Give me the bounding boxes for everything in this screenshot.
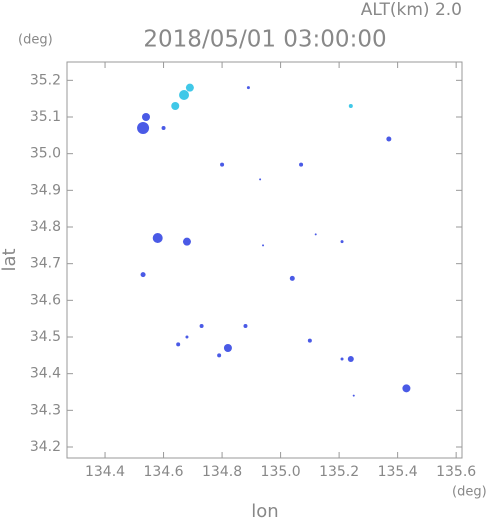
echo-cell bbox=[161, 126, 166, 130]
x-axis-label: lon bbox=[251, 501, 278, 521]
altitude-label: ALT(km) 2.0 bbox=[361, 0, 462, 20]
echo-cell bbox=[185, 335, 189, 339]
echo-cell bbox=[182, 237, 191, 246]
echo-cell bbox=[348, 104, 353, 108]
echo-cell bbox=[262, 244, 265, 247]
echo-cell bbox=[171, 102, 180, 110]
echo-cell bbox=[199, 324, 204, 328]
echo-cell bbox=[140, 272, 146, 278]
echo-cell bbox=[352, 394, 355, 397]
x-unit: (deg) bbox=[452, 485, 487, 500]
y-tick-label: 34.9 bbox=[30, 182, 61, 198]
y-tick-label: 34.8 bbox=[30, 219, 61, 235]
echo-cell bbox=[299, 162, 304, 167]
x-tick-label: 135.0 bbox=[261, 464, 301, 480]
chart-title: 2018/05/01 03:00:00 bbox=[143, 27, 386, 53]
echo-cell bbox=[220, 162, 225, 167]
echo-cell bbox=[246, 86, 250, 90]
x-tick-label: 134.4 bbox=[85, 464, 125, 480]
y-tick-label: 35.0 bbox=[30, 146, 61, 162]
y-tick-label: 34.4 bbox=[30, 366, 61, 382]
echo-cell bbox=[386, 136, 392, 142]
y-unit: (deg) bbox=[18, 33, 53, 48]
echo-cell bbox=[340, 240, 344, 244]
y-tick-label: 35.1 bbox=[30, 109, 61, 125]
echo-cell bbox=[142, 113, 150, 121]
echo-cell bbox=[185, 83, 194, 92]
echo-cell bbox=[259, 178, 262, 181]
echo-cell bbox=[347, 356, 354, 362]
echo-cell bbox=[137, 122, 150, 134]
y-tick-label: 34.6 bbox=[30, 292, 61, 308]
echo-cell bbox=[223, 344, 232, 352]
x-tick-label: 134.6 bbox=[144, 464, 184, 480]
echo-cell bbox=[402, 384, 411, 393]
echo-cell bbox=[289, 275, 295, 281]
echo-cell bbox=[307, 338, 312, 343]
y-tick-label: 34.7 bbox=[30, 256, 61, 272]
y-axis-label: lat bbox=[0, 248, 20, 271]
x-tick-label: 135.2 bbox=[319, 464, 359, 480]
echo-cell bbox=[152, 233, 163, 243]
echo-cell bbox=[243, 324, 248, 328]
x-tick-label: 135.6 bbox=[436, 464, 476, 480]
x-tick-label: 134.8 bbox=[202, 464, 242, 480]
x-tick-label: 135.4 bbox=[378, 464, 418, 480]
echo-cell bbox=[340, 357, 344, 361]
echo-cell bbox=[217, 353, 222, 358]
y-tick-label: 34.3 bbox=[30, 402, 61, 418]
echo-cell bbox=[176, 342, 181, 347]
y-tick-label: 34.5 bbox=[30, 329, 61, 345]
y-tick-label: 34.2 bbox=[30, 439, 61, 455]
y-tick-label: 35.2 bbox=[30, 72, 61, 88]
echo-cell bbox=[314, 233, 317, 236]
echo-cell bbox=[179, 90, 190, 100]
plot-frame bbox=[66, 61, 463, 459]
